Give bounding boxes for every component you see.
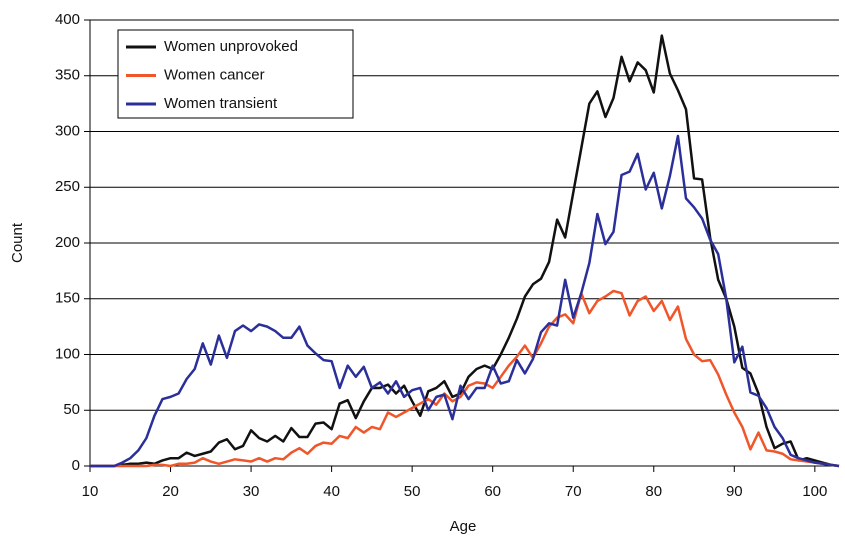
legend-label: Women unprovoked bbox=[164, 38, 298, 55]
y-tick-label: 200 bbox=[55, 234, 80, 251]
y-axis-label: Count bbox=[9, 222, 26, 263]
x-tick-label: 70 bbox=[565, 483, 582, 500]
x-tick-label: 100 bbox=[802, 483, 827, 500]
x-tick-label: 30 bbox=[243, 483, 260, 500]
x-tick-label: 90 bbox=[726, 483, 743, 500]
x-tick-label: 40 bbox=[323, 483, 340, 500]
series-line bbox=[90, 34, 840, 468]
y-tick-label: 150 bbox=[55, 290, 80, 307]
series-line bbox=[90, 289, 840, 468]
x-axis-label: Age bbox=[450, 518, 477, 535]
series-line bbox=[90, 134, 840, 468]
y-tick-label: 300 bbox=[55, 122, 80, 139]
x-tick-label: 50 bbox=[404, 483, 421, 500]
legend-label: Women transient bbox=[164, 95, 278, 112]
x-tick-label: 10 bbox=[82, 483, 99, 500]
legend-label: Women cancer bbox=[164, 66, 265, 83]
y-tick-label: 100 bbox=[55, 345, 80, 362]
y-tick-label: 50 bbox=[63, 401, 80, 418]
legend-box bbox=[117, 29, 354, 119]
y-tick-label: 250 bbox=[55, 178, 80, 195]
x-tick-label: 60 bbox=[484, 483, 501, 500]
y-tick-label: 350 bbox=[55, 67, 80, 84]
y-tick-label: 400 bbox=[55, 11, 80, 28]
x-tick-label: 20 bbox=[162, 483, 179, 500]
x-tick-label: 80 bbox=[645, 483, 662, 500]
y-tick-label: 0 bbox=[72, 457, 80, 474]
